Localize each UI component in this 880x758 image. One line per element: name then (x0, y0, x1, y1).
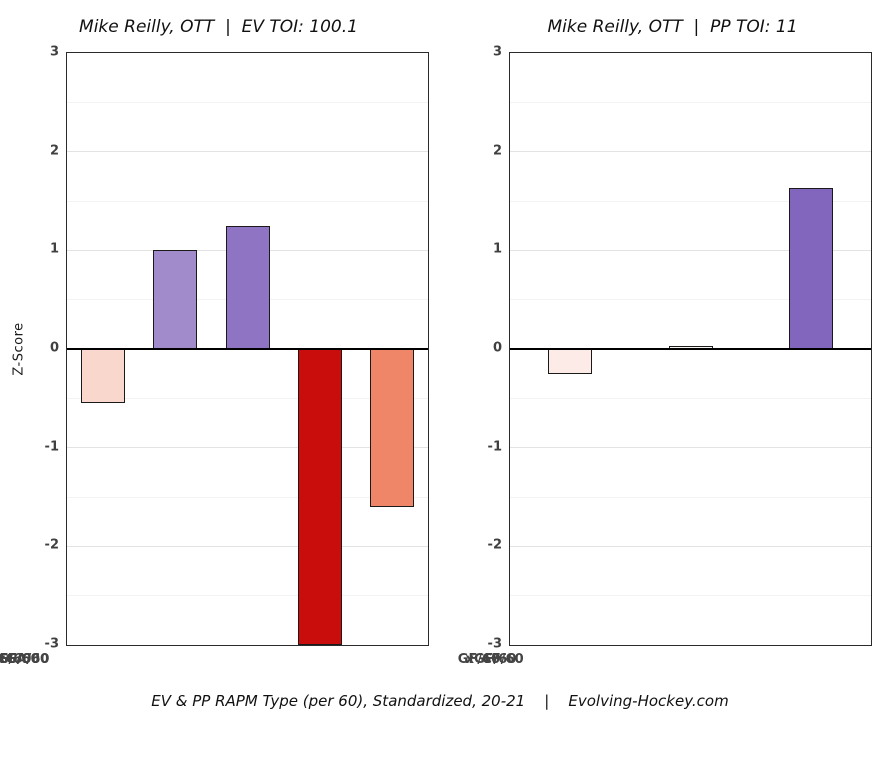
minor-gridline (67, 595, 428, 597)
y-tick-label: -2 (487, 537, 502, 553)
zero-line (67, 348, 428, 350)
x-tick-label-xgf-60: xGF/60 (465, 652, 517, 667)
major-gridline (510, 447, 871, 449)
y-axis-label: Z-Score (8, 52, 30, 646)
x-tick-label-cf-60: CF/60 (0, 652, 40, 667)
ev-chart-title: Mike Reilly, OTT | EV TOI: 100.1 (79, 17, 358, 37)
minor-gridline (510, 595, 871, 597)
y-tick-label: -3 (487, 636, 502, 652)
bar-ca-60 (369, 349, 414, 507)
y-tick-label: 2 (492, 143, 502, 159)
pp-chart-grid: -3 -2 -1 0 1 2 3 GF/60 xGF/60 CF/60 (458, 45, 872, 672)
charts-row: Mike Reilly, OTT | EV TOI: 100.1 Z-Score… (0, 14, 880, 672)
minor-gridline (67, 397, 428, 399)
ev-plot-area (66, 52, 429, 646)
major-gridline (67, 545, 428, 547)
y-tick-label: 3 (492, 44, 502, 60)
bar-gf-60 (548, 349, 593, 374)
pp-plot-area (509, 52, 872, 646)
x-tick-label-gf-60: GF/60 (457, 652, 501, 667)
x-tick-label-gf-60: GF/60 (0, 652, 32, 667)
y-tick-label: -1 (44, 439, 59, 455)
y-tick-label: 3 (49, 44, 59, 60)
major-gridline (67, 151, 428, 153)
bar-gf-60 (81, 349, 126, 404)
minor-gridline (510, 496, 871, 498)
pp-chart: Mike Reilly, OTT | PP TOI: 11 -3 -2 -1 0 1 2 3… (458, 14, 872, 672)
ev-y-axis: -3 -2 -1 0 1 2 3 (30, 45, 66, 652)
pp-chart-title: Mike Reilly, OTT | PP TOI: 11 (547, 17, 798, 37)
bar-cf-60 (225, 225, 270, 349)
minor-gridline (510, 299, 871, 301)
minor-gridline (67, 200, 428, 202)
minor-gridline (67, 496, 428, 498)
y-tick-label: 1 (49, 241, 59, 257)
y-axis-label-text: Z-Score (11, 322, 27, 376)
y-tick-label: -2 (44, 537, 59, 553)
y-tick-label: 2 (49, 143, 59, 159)
pp-y-axis: -3 -2 -1 0 1 2 3 (473, 45, 509, 652)
x-tick-label-ca-60: CA/60 (6, 652, 50, 667)
major-gridline (510, 545, 871, 547)
x-tick-label-cf-60: CF/60 (482, 652, 524, 667)
x-tick-label-xga-60: xGA/60 (0, 652, 50, 667)
figure-caption: EV & PP RAPM Type (per 60), Standardized… (151, 692, 729, 710)
bar-xgf-60 (153, 250, 198, 349)
y-tick-label: 1 (492, 241, 502, 257)
ev-chart-grid: Z-Score -3 -2 -1 0 1 2 3 GF/60xGF/60CF/60xGA/6… (0, 45, 429, 672)
minor-gridline (510, 101, 871, 103)
minor-gridline (67, 101, 428, 103)
major-gridline (67, 447, 428, 449)
y-tick-label: -1 (487, 439, 502, 455)
bar-xga-60 (297, 349, 342, 645)
x-tick-label-xgf-60: xGF/60 (0, 652, 40, 667)
pp-x-axis: GF/60 xGF/60 CF/60 (458, 646, 524, 672)
bar-cf-60 (788, 188, 833, 349)
zero-line (510, 348, 871, 350)
ev-chart: Mike Reilly, OTT | EV TOI: 100.1 Z-Score… (0, 14, 429, 672)
y-tick-label: 0 (49, 340, 59, 356)
minor-gridline (510, 200, 871, 202)
minor-gridline (510, 397, 871, 399)
y-tick-label: 0 (492, 340, 502, 356)
y-tick-label: -3 (44, 636, 59, 652)
major-gridline (510, 151, 871, 153)
major-gridline (510, 249, 871, 251)
